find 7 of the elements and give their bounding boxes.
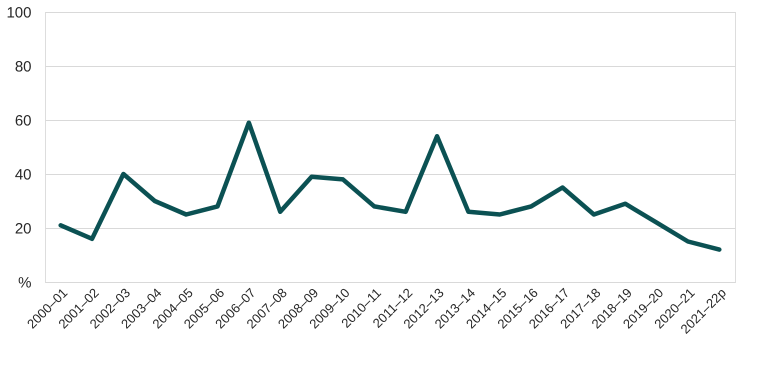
- y-tick-label: 60: [14, 112, 32, 130]
- y-tick-label: 20: [14, 220, 32, 238]
- y-tick-label: 100: [6, 4, 32, 22]
- line-series: [58, 120, 722, 252]
- y-tick-label: 40: [14, 166, 32, 184]
- y-tick-label: %: [18, 274, 32, 292]
- y-tick-label: 80: [14, 58, 32, 76]
